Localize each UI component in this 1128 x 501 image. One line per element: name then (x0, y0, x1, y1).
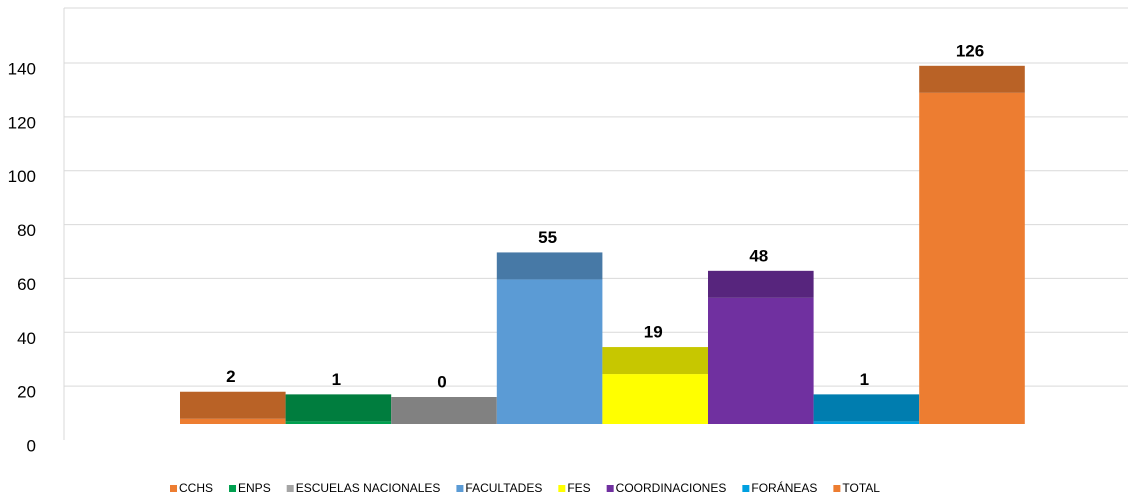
value-label: 19 (644, 323, 663, 342)
legend-label: COORDINACIONES (616, 481, 727, 495)
bar-top (813, 394, 920, 422)
legend-swatch (170, 485, 177, 492)
legend-label: CCHS (179, 481, 213, 495)
legend-label: FES (567, 481, 590, 495)
legend-label: FACULTADES (465, 481, 542, 495)
legend-swatch (229, 485, 237, 492)
bar-top (285, 394, 392, 422)
legend-swatch (742, 485, 750, 492)
y-tick-label: 40 (17, 329, 36, 348)
value-label: 48 (749, 246, 768, 265)
legend-swatch (456, 485, 464, 492)
y-tick-label: 140 (8, 59, 36, 78)
bar (919, 92, 1025, 425)
legend-swatch (558, 485, 566, 492)
y-tick-label: 80 (17, 221, 36, 240)
legend-label: TOTAL (842, 481, 880, 495)
value-label: 55 (538, 228, 557, 247)
legend-label: ENPS (238, 481, 271, 495)
legend-swatch (286, 485, 294, 492)
bar-top (919, 65, 1025, 93)
legend-label: FORÁNEAS (751, 480, 817, 495)
bar (813, 421, 920, 424)
bar (496, 279, 603, 424)
value-label: 1 (860, 370, 869, 389)
value-label: 2 (226, 367, 235, 386)
legend-swatch (833, 485, 841, 492)
bar (285, 421, 392, 424)
legend-label: ESCUELAS NACIONALES (296, 481, 441, 495)
bar (602, 374, 708, 424)
value-label: 0 (437, 372, 446, 391)
y-tick-label: 20 (17, 383, 36, 402)
bar-top (602, 347, 708, 375)
bar (708, 297, 814, 424)
bar-top (180, 391, 286, 419)
value-label: 126 (956, 41, 984, 60)
y-tick-label: 100 (8, 167, 36, 186)
value-label: 1 (332, 370, 341, 389)
bar-top (708, 270, 814, 298)
bar-top (496, 252, 603, 280)
legend-swatch (606, 485, 614, 492)
y-tick-label: 0 (27, 436, 36, 455)
y-tick-label: 120 (8, 113, 36, 132)
bar-top (391, 397, 497, 424)
y-tick-label: 60 (17, 275, 36, 294)
bar (180, 418, 286, 424)
